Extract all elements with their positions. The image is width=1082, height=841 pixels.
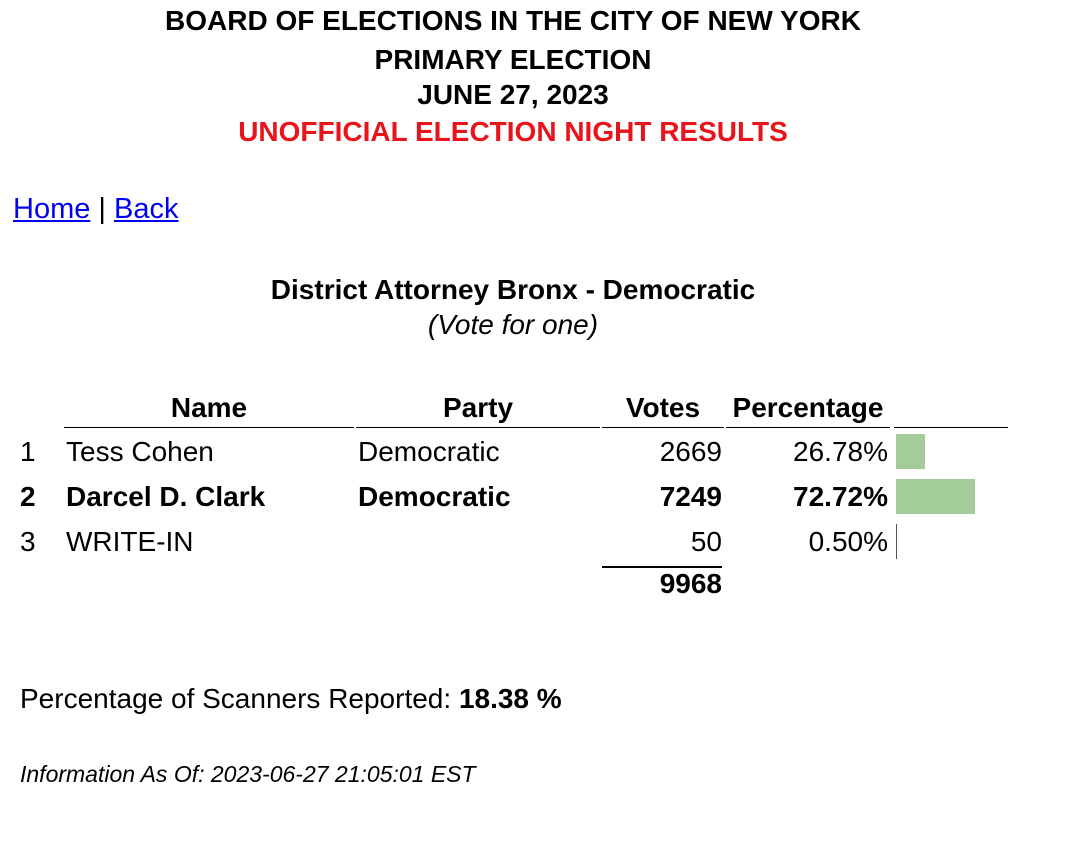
row-3-votes: 50 <box>690 526 722 557</box>
back-link[interactable]: Back <box>114 193 179 225</box>
row-1-candidate-name: Tess Cohen <box>66 436 214 467</box>
row-1-percentage: 26.78% <box>793 436 888 467</box>
header-election-date: JUNE 27, 2023 <box>417 79 609 110</box>
header-underline-party <box>356 427 600 428</box>
total-votes-rule <box>602 566 722 568</box>
total-votes: 9968 <box>659 568 722 599</box>
row-2-number: 2 <box>20 481 36 512</box>
header-underline-votes <box>602 427 724 428</box>
nav-separator: | <box>98 193 106 225</box>
row-2-party: Democratic <box>358 481 511 512</box>
row-1-number: 1 <box>20 436 36 467</box>
column-header-votes: Votes <box>625 392 701 423</box>
header-unofficial-notice: UNOFFICIAL ELECTION NIGHT RESULTS <box>238 116 788 147</box>
scanners-reported-value: 18.38 % <box>458 683 562 714</box>
row-3-percentage: 0.50% <box>808 526 888 557</box>
row-3-candidate-name: WRITE-IN <box>66 526 194 557</box>
header-underline-bar <box>894 427 1008 428</box>
column-header-percentage: Percentage <box>732 392 884 423</box>
information-as-of: Information As Of: 2023-06-27 21:05:01 E… <box>20 761 476 787</box>
contest-subtitle: (Vote for one) <box>427 309 599 340</box>
row-3-percentage-bar <box>896 524 897 559</box>
row-2-percentage-bar <box>896 479 975 514</box>
row-1-party: Democratic <box>358 436 500 467</box>
scanners-reported: Percentage of Scanners Reported: 18.38 % <box>20 682 562 716</box>
column-header-name: Name <box>170 392 248 423</box>
header-underline-name <box>64 427 354 428</box>
home-link[interactable]: Home <box>13 193 91 225</box>
header-election-type: PRIMARY ELECTION <box>374 44 652 75</box>
nav-links: Home | Back <box>13 192 179 226</box>
row-1-votes: 2669 <box>659 436 722 467</box>
contest-title: District Attorney Bronx - Democratic <box>270 274 756 305</box>
row-1-percentage-bar <box>896 434 925 469</box>
row-2-percentage: 72.72% <box>793 481 888 512</box>
header-underline-percentage <box>726 427 890 428</box>
row-2-votes: 7249 <box>659 481 722 512</box>
header-title: BOARD OF ELECTIONS IN THE CITY OF NEW YO… <box>165 5 861 36</box>
row-3-number: 3 <box>20 526 36 557</box>
scanners-reported-label: Percentage of Scanners Reported: <box>20 683 452 714</box>
row-2-candidate-name: Darcel D. Clark <box>66 481 266 512</box>
column-header-party: Party <box>442 392 514 423</box>
